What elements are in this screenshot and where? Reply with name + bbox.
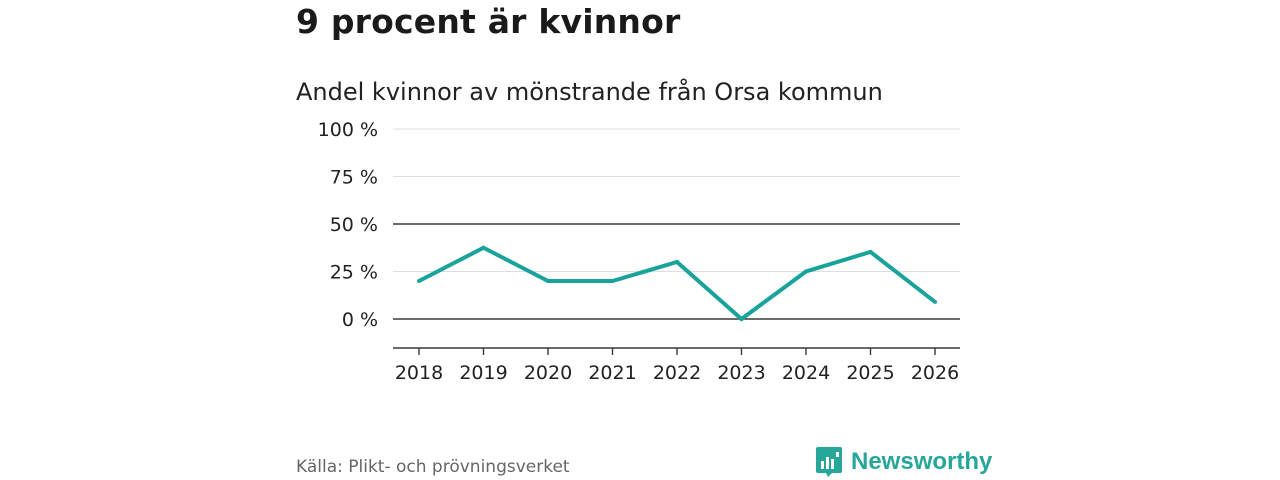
x-tick-label: 2021 (588, 362, 636, 384)
chart-title: Andel kvinnor av mönstrande från Orsa ko… (296, 78, 883, 106)
headline: 9 procent är kvinnor (296, 2, 681, 41)
data-point-2026 (933, 299, 937, 304)
x-tick-label: 2026 (911, 362, 959, 384)
data-point-2024 (804, 269, 808, 274)
data-point-2021 (610, 279, 615, 283)
x-tick-label: 2025 (846, 362, 894, 384)
x-tick-label: 2018 (395, 362, 443, 384)
data-point-2023 (739, 317, 744, 321)
source-note: Källa: Plikt- och prövningsverket (296, 457, 570, 477)
data-point-2022 (675, 260, 679, 264)
y-tick-label: 100 % (318, 119, 378, 141)
brand-name: Newsworthy (851, 448, 993, 475)
y-tick-label: 25 % (330, 262, 378, 284)
x-tick-label: 2023 (717, 362, 765, 384)
data-point-2018 (417, 279, 421, 283)
newsworthy-logo-icon (816, 447, 842, 477)
data-point-2020 (546, 279, 550, 283)
brand-logo[interactable]: Newsworthy (815, 446, 992, 478)
y-tick-label: 0 % (342, 309, 378, 331)
series-line-0 (418, 245, 937, 322)
y-tick-label: 50 % (330, 214, 378, 236)
x-tick-label: 2019 (459, 362, 507, 384)
x-tick-label: 2020 (524, 362, 572, 384)
x-tick-label: 2024 (782, 362, 830, 384)
data-point-2019 (481, 245, 486, 250)
data-point-2025 (868, 249, 873, 254)
y-tick-label: 75 % (330, 167, 378, 189)
x-tick-label: 2022 (653, 362, 701, 384)
